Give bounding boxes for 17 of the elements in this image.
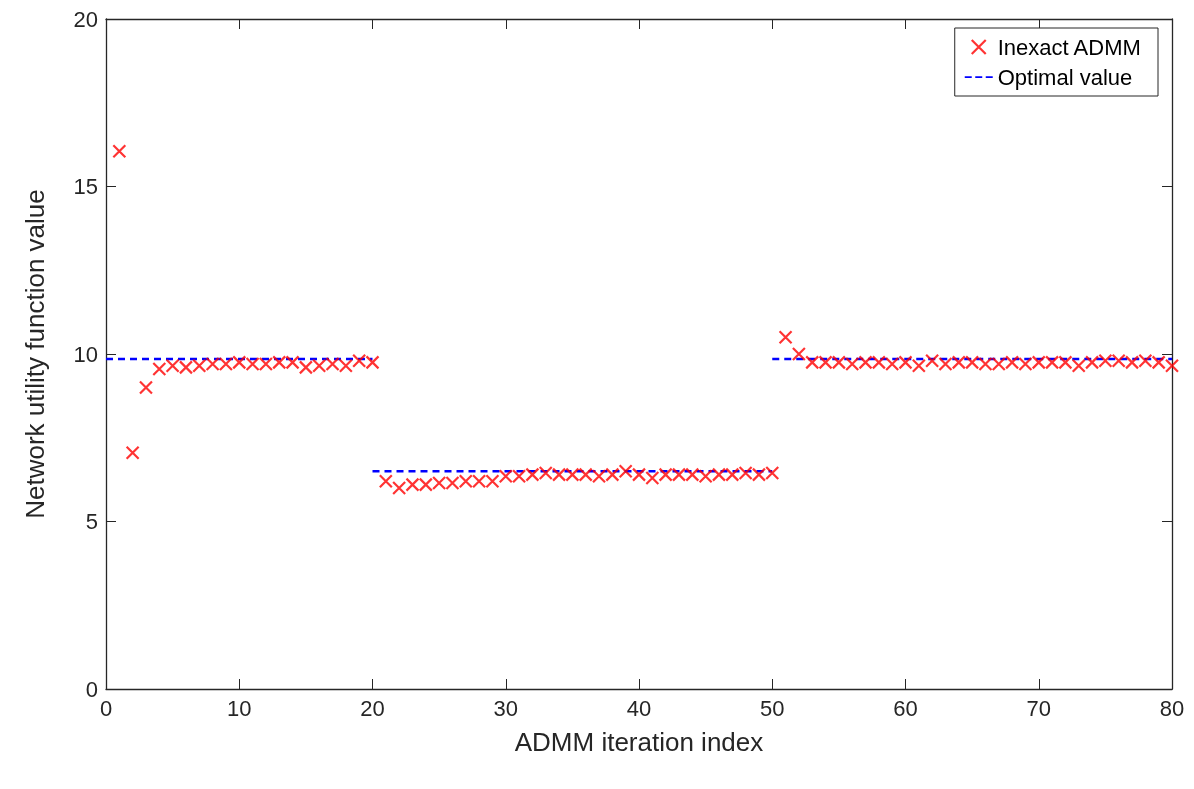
y-tick-label: 10 (73, 341, 98, 367)
y-axis-title: Network utility function value (20, 189, 50, 519)
y-tick-label: 0 (85, 676, 98, 702)
x-tick-label: 60 (893, 695, 918, 721)
y-tick-label: 15 (73, 174, 98, 199)
y-tick-label: 5 (85, 509, 98, 534)
x-axis-title: ADMM iteration index (514, 727, 764, 757)
legend-label: Inexact ADMM (997, 34, 1141, 60)
x-tick-label: 10 (227, 695, 252, 721)
y-tick-label: 20 (73, 6, 98, 32)
x-tick-label: 80 (1159, 695, 1185, 721)
x-tick-label: 40 (626, 695, 652, 721)
x-tick-label: 50 (760, 695, 785, 721)
x-tick-label: 20 (360, 695, 385, 721)
x-tick-label: 70 (1026, 695, 1051, 721)
x-tick-label: 30 (493, 695, 518, 721)
legend-label: Optimal value (997, 64, 1133, 90)
